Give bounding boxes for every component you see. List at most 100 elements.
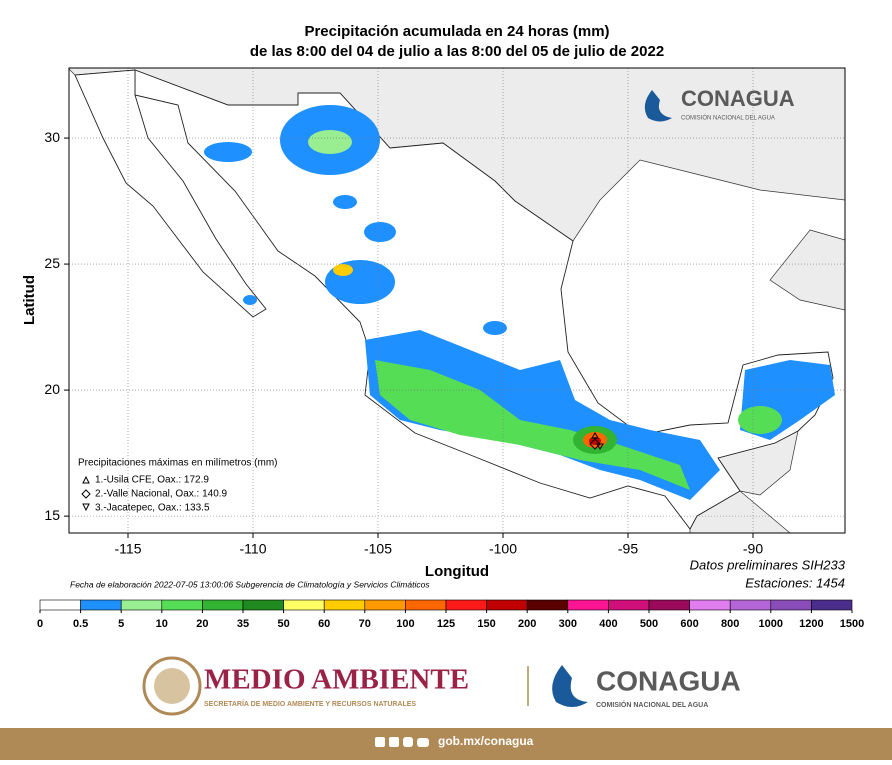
colorbar-tick-label: 800 — [721, 618, 739, 630]
colorbar-segment — [445, 599, 487, 611]
map — [69, 68, 845, 533]
conagua-name: CONAGUA — [596, 665, 741, 696]
footer-logos: MEDIO AMBIENTE SECRETARÍA DE MEDIO AMBIE… — [142, 656, 741, 716]
colorbar-tick-label: 0 — [37, 618, 43, 630]
x-tick-label: -95 — [618, 541, 638, 557]
colorbar-segment — [323, 599, 366, 611]
rain-area — [375, 360, 690, 490]
semarnat-name: MEDIO AMBIENTE — [204, 664, 469, 696]
colorbar-tick-label: 1500 — [840, 618, 864, 630]
semarnat-subtitle: SECRETARÍA DE MEDIO AMBIENTE Y RECURSOS … — [204, 699, 416, 708]
logo-icon — [644, 90, 672, 122]
x-tick-label: -115 — [115, 541, 142, 557]
station-marker — [591, 432, 599, 439]
colorbar-tick-label: 10 — [156, 618, 168, 630]
y-tick-label: 15 — [44, 507, 60, 523]
colorbar-segment — [608, 599, 650, 611]
logo: CONAGUA COMISIÓN NACIONAL DEL AGUA — [644, 86, 795, 122]
colorbar-segment — [567, 599, 609, 611]
logo-name: CONAGUA — [681, 86, 795, 111]
rain-area — [243, 295, 257, 305]
colorbar-segment — [689, 599, 731, 611]
rain-area — [204, 142, 252, 162]
logo-subtitle: COMISIÓN NACIONAL DEL AGUA — [681, 115, 775, 122]
colorbar-segment — [364, 599, 406, 611]
x-tick-label: -100 — [489, 541, 517, 557]
rain-area — [738, 406, 782, 434]
x-axis-label: Longitud — [425, 563, 489, 580]
seal — [142, 656, 202, 716]
map-frame — [68, 67, 846, 534]
x-tick-label: -110 — [240, 541, 267, 557]
colorbar-segment — [283, 599, 325, 611]
colorbar-segment — [161, 599, 203, 611]
colorbar-segment — [120, 599, 163, 611]
colorbar-tick-label: 0.5 — [73, 618, 88, 630]
x-tick-label: -105 — [364, 541, 392, 557]
colorbar-segment — [648, 599, 690, 611]
rain-area — [308, 130, 352, 154]
colorbar-tick-label: 5 — [118, 618, 124, 630]
station-marker — [589, 438, 601, 450]
colorbar-segment — [526, 599, 569, 611]
rain-area — [483, 321, 507, 335]
colorbar-segment — [811, 599, 853, 611]
note: Estaciones: 1454 — [745, 575, 845, 590]
note: Datos preliminares SIH233 — [690, 557, 846, 572]
legend-item: 3.-Jacatepec, Oax.: 133.5 — [95, 503, 210, 514]
colorbar-tick-label: 35 — [237, 618, 249, 630]
colorbar-tick-label: 600 — [680, 618, 698, 630]
rain-area — [589, 437, 601, 445]
footer-bar — [0, 728, 892, 760]
colorbar-tick-label: 400 — [599, 618, 617, 630]
station-marker — [596, 443, 604, 450]
rain-areas — [204, 105, 835, 500]
rain-area — [364, 222, 396, 242]
y-axis-label: Latitud — [21, 275, 38, 325]
footer-url[interactable]: gob.mx/conagua — [438, 734, 534, 748]
colorbar-segment — [202, 599, 244, 611]
legend-item: 2.-Valle Nacional, Oax.: 140.9 — [95, 489, 228, 500]
colorbar-tick-label: 50 — [277, 618, 289, 630]
colorbar-tick-label: 300 — [559, 618, 577, 630]
colorbar-tick-label: 1200 — [799, 618, 823, 630]
colorbar-tick-label: 125 — [437, 618, 455, 630]
social-icons — [375, 737, 429, 747]
colorbar-segment — [242, 599, 284, 611]
icon-twitter[interactable] — [389, 737, 399, 747]
station-markers — [589, 432, 604, 450]
baja-california — [74, 69, 267, 318]
legend-symbol — [82, 503, 90, 512]
cuba — [769, 229, 845, 311]
colorbar-segment — [486, 599, 528, 611]
colorbar-tick-label: 1000 — [759, 618, 783, 630]
y-tick-label: 25 — [44, 255, 60, 271]
grid: -115 -110 -105 -100 -95 -90 15 20 25 30 — [44, 68, 845, 557]
colorbar-segment — [729, 599, 772, 611]
legend-title: Precipitaciones máximas en milímetros (m… — [78, 458, 278, 469]
seal — [154, 668, 190, 704]
icon-youtube[interactable] — [417, 738, 429, 747]
x-tick-label: -90 — [743, 541, 763, 557]
title: Precipitación acumulada en 24 horas (mm) — [304, 23, 609, 40]
footnote: Fecha de elaboración 2022-07-05 13:00:06… — [70, 579, 430, 589]
icon-instagram[interactable] — [403, 737, 413, 747]
rain-area — [333, 264, 353, 276]
colorbar-tick-label: 500 — [640, 618, 658, 630]
colorbar-tick-label: 60 — [318, 618, 330, 630]
y-tick-label: 30 — [44, 129, 60, 145]
legend-symbol — [81, 489, 91, 499]
colorbar-tick-label: 70 — [359, 618, 371, 630]
icon-facebook[interactable] — [375, 737, 385, 747]
legend: Precipitaciones máximas en milímetros (m… — [78, 458, 278, 514]
legend-symbol — [82, 475, 90, 484]
legend-item: 1.-Usila CFE, Oax.: 172.9 — [95, 475, 209, 486]
colorbar-segment — [770, 599, 812, 611]
colorbar-tick-label: 100 — [396, 618, 414, 630]
conagua-subtitle: COMISIÓN NACIONAL DEL AGUA — [596, 700, 708, 709]
colorbar-segment — [39, 599, 81, 611]
colorbar-tick-label: 200 — [518, 618, 536, 630]
colorbar-segment — [80, 599, 122, 611]
